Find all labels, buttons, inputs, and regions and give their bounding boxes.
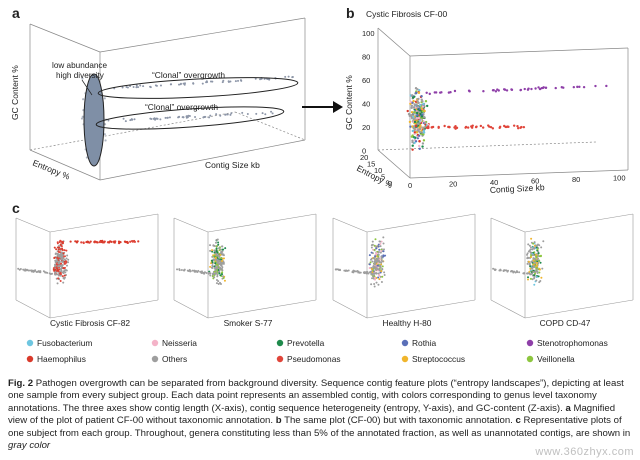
caption-text-2: Magnified view of the plot of patient CF… [8,402,616,427]
panel-a-clonal-ellipse-bottom [95,106,285,130]
legend-item: Rothia [401,338,437,348]
panel-a-clonal-label-bottom: “Clonal” overgrowth [145,102,218,112]
legend-swatch [526,355,534,363]
legend-item: Stenotrophomonas [526,338,608,348]
legend-swatch [276,339,284,347]
legend-swatch [151,355,159,363]
legend-label: Pseudomonas [287,354,341,364]
legend-item: Prevotella [276,338,325,348]
panel-c-letter: c [12,200,20,216]
legend-label: Fusobacterium [37,338,92,348]
legend-item: Neisseria [151,338,197,348]
panel-c-subplot-label: Healthy H-80 [383,318,432,328]
panel-b-letter: b [346,5,355,21]
panel-c: c Cystic Fibrosis CF-82 Smoker S-77 Health… [12,200,634,328]
figure-caption: Fig. 2 Pathogen overgrowth can be separa… [8,378,632,452]
legend-item: Haemophilus [26,354,86,364]
legend-item: Pseudomonas [276,354,341,364]
panel-a-axis-y: Entropy % [31,158,72,182]
caption-text-4: Representative plots of one subject from… [8,415,631,439]
legend-item: Veillonella [526,354,575,364]
panel-b-z-tick: 100 [362,29,375,38]
panel-c-subplot-label: COPD CD-47 [540,318,591,328]
panel-b-z-tick: 0 [362,147,366,156]
panel-b-z-tick: 60 [362,76,370,85]
panel-b-z-tick: 20 [362,123,370,132]
legend-swatch [26,339,34,347]
legend-item: Others [151,354,187,364]
legend-swatch [401,355,409,363]
panel-b-y-tick: 20 [360,153,368,162]
panel-b-points [406,84,608,151]
panel-b-y-tick: 10 [374,166,382,175]
panel-c-subplot-label: Cystic Fibrosis CF-82 [50,318,130,328]
figure-panels: a low abundance high diversity “Clonal” … [10,5,634,364]
caption-figure-label: Fig. 2 [8,378,34,389]
legend-label: Others [162,354,187,364]
caption-part-c: c [515,415,521,427]
panel-b-axis-x: Contig Size kb [490,182,546,195]
panel-b-x-tick: 80 [572,175,580,184]
panel-a-clonal-label-top: “Clonal” overgrowth [152,70,225,80]
panel-b-axis-z: GC Content % [344,75,354,130]
panel-a-clonal-ellipse-top [97,77,299,99]
legend-swatch [401,339,409,347]
panel-b-y-tick: 0 [388,179,392,188]
panel-a-axis-x: Contig Size kb [205,160,260,170]
panel-b-x-tick: 20 [449,180,457,189]
panel-c-subplot: Cystic Fibrosis CF-82 [15,213,159,328]
panel-c-subplot: Smoker S-77 [173,213,317,328]
legend-label: Neisseria [162,338,197,348]
panel-a-letter: a [12,5,20,21]
legend-item: Fusobacterium [26,338,92,348]
panel-b-x-ticks: 0 20 40 60 80 100 [408,174,626,191]
legend-label: Rothia [412,338,437,348]
caption-part-a: a [565,402,571,414]
caption-text-1: Pathogen overgrowth can be separated fro… [8,378,624,414]
panel-b-y-tick: 5 [381,173,385,182]
legend: Fusobacterium Neisseria Prevotella Rothia St… [26,338,608,364]
legend-label: Haemophilus [37,354,86,364]
panel-b-x-tick: 40 [490,178,498,187]
panel-b-y-tick: 15 [367,160,375,169]
panel-c-subplot: COPD CD-47 [490,213,634,328]
panel-b-z-ticks: 100 80 60 40 20 0 [362,29,375,156]
caption-text-3: The same plot (CF-00) but with taxonomic… [281,415,516,427]
panel-a-axis-z: GC Content % [10,65,20,120]
panel-b-x-tick: 0 [408,181,412,190]
legend-swatch [276,355,284,363]
panel-c-subplot: Healthy H-80 [332,213,476,328]
legend-label: Veillonella [537,354,575,364]
panel-b-title: Cystic Fibrosis CF-00 [366,9,448,19]
legend-label: Stenotrophomonas [537,338,608,348]
panel-a-core-label: low abundance high diversity [52,61,109,80]
legend-item: Streptococcus [401,354,465,364]
legend-swatch [26,355,34,363]
caption-part-b: b [275,415,282,427]
legend-swatch [526,339,534,347]
panel-b-z-tick: 80 [362,53,370,62]
legend-swatch [151,339,159,347]
panel-b-z-tick: 40 [362,100,370,109]
panel-b-x-tick: 60 [531,177,539,186]
caption-italic: gray color [8,440,51,452]
panel-a: a low abundance high diversity “Clonal” … [10,5,306,182]
legend-label: Streptococcus [412,354,465,364]
arrow-a-to-b [302,101,343,113]
panel-c-subplot-label: Smoker S-77 [224,318,273,328]
panel-b-x-tick: 100 [613,174,626,183]
watermark: www.360zhyx.com [535,446,634,458]
legend-label: Prevotella [287,338,325,348]
